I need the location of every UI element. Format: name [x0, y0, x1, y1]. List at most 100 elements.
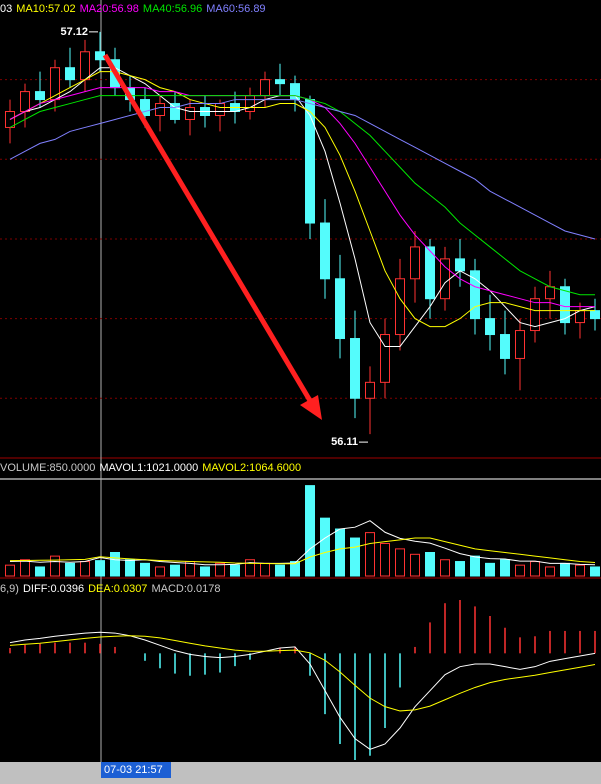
- trend-arrow-head: [300, 395, 322, 420]
- time-axis: [0, 762, 601, 784]
- legend-entry: MA10:57.02: [16, 3, 75, 15]
- volume-bar: [395, 548, 405, 577]
- legend-entry: MA60:56.89: [206, 3, 265, 15]
- volume-bar: [455, 561, 465, 577]
- volume-bar: [170, 564, 180, 577]
- candle-body: [365, 381, 375, 399]
- volume-bar: [20, 559, 30, 577]
- high-label: 57.12: [60, 26, 88, 38]
- candle-body: [410, 246, 420, 280]
- volume-bar: [65, 562, 75, 577]
- volume-bar: [425, 552, 435, 577]
- volume-bar: [350, 537, 360, 577]
- low-label: 56.11: [331, 436, 358, 448]
- candle-body: [425, 246, 435, 300]
- volume-bar: [545, 566, 555, 577]
- candle-body: [380, 334, 390, 383]
- volume-bar: [365, 532, 375, 577]
- candle-body: [140, 99, 150, 116]
- candle-body: [440, 258, 450, 300]
- trend-arrow: [102, 53, 315, 406]
- candle-body: [260, 79, 270, 97]
- volume-bar: [35, 566, 45, 577]
- volume-bar: [110, 552, 120, 577]
- candle-body: [95, 51, 105, 61]
- volume-bar: [245, 559, 255, 577]
- candle-body: [155, 103, 165, 116]
- volume-bar: [80, 561, 90, 577]
- ma-line: [9, 67, 596, 347]
- ma-line: [9, 71, 595, 328]
- legend-entry: MAVOL2:1064.6000: [202, 462, 301, 474]
- legend-entry: MAVOL1:1021.0000: [99, 462, 198, 474]
- volume-bar: [440, 559, 450, 577]
- volume-bar: [530, 561, 540, 577]
- volume-bar: [590, 566, 600, 577]
- volume-bar: [200, 566, 210, 577]
- volume-bar: [95, 560, 105, 577]
- candle-body: [500, 334, 510, 359]
- legend-entry: DIFF:0.0396: [23, 583, 84, 595]
- candle-body: [245, 95, 255, 113]
- candle-body: [530, 298, 540, 332]
- legend-entry: 03: [0, 3, 12, 15]
- volume-bar: [215, 562, 225, 577]
- plot-layers: 03 MA10:57.02 MA20:56.98 MA40:56.96 MA60:56.…: [0, 3, 601, 760]
- macd-line: [9, 631, 596, 750]
- candle-body: [335, 278, 345, 340]
- volume-bar: [275, 564, 285, 577]
- candle-body: [305, 99, 315, 224]
- legend-entry: DEA:0.0307: [88, 583, 147, 595]
- candle-body: [80, 51, 90, 81]
- ma-line: [9, 99, 596, 240]
- candle-body: [290, 83, 300, 101]
- legend-entry: 6,9): [0, 583, 19, 595]
- volume-bar: [290, 561, 300, 577]
- legend-entry: VOLUME:850.0000: [0, 462, 95, 474]
- candle-body: [590, 310, 600, 320]
- candle-body: [35, 91, 45, 101]
- cursor-label: 07-03 21:57: [104, 764, 163, 776]
- volume-bar: [260, 562, 270, 577]
- volume-bar: [125, 559, 135, 577]
- candle-body: [65, 67, 75, 81]
- candle-body: [170, 103, 180, 120]
- volume-bar: [575, 564, 585, 577]
- candle-body: [320, 222, 330, 280]
- legend-entry: MA40:56.96: [143, 3, 202, 15]
- candle-body: [350, 338, 360, 399]
- volume-bar: [320, 517, 330, 577]
- candle-body: [395, 278, 405, 336]
- candle-body: [215, 103, 225, 116]
- candle-body: [455, 258, 465, 272]
- volume-bar: [230, 564, 240, 577]
- volume-bar: [140, 562, 150, 577]
- candle-body: [50, 67, 60, 101]
- volume-bar: [410, 553, 420, 577]
- legend-entry: MA20:56.98: [80, 3, 139, 15]
- legend-entry: MACD:0.0178: [151, 583, 220, 595]
- volume-bar: [50, 555, 60, 577]
- candle-body: [470, 270, 480, 320]
- candle-body: [545, 286, 555, 300]
- volume-bar: [380, 542, 390, 577]
- volume-bar: [470, 555, 480, 577]
- candle-body: [275, 79, 285, 85]
- candle-body: [560, 286, 570, 324]
- mavol-line: [9, 520, 596, 566]
- ma-line: [9, 95, 595, 296]
- candle-body: [185, 107, 195, 120]
- volume-bar: [515, 564, 525, 577]
- volume-bar: [335, 528, 345, 577]
- volume-bar: [155, 566, 165, 577]
- volume-bar: [305, 485, 315, 577]
- candle-body: [20, 91, 30, 113]
- cursor-label-box: [101, 762, 171, 778]
- volume-bar: [5, 564, 15, 577]
- volume-bar: [560, 562, 570, 577]
- candle-body: [515, 330, 525, 359]
- mavol-line: [9, 537, 596, 565]
- candle-body: [485, 318, 495, 336]
